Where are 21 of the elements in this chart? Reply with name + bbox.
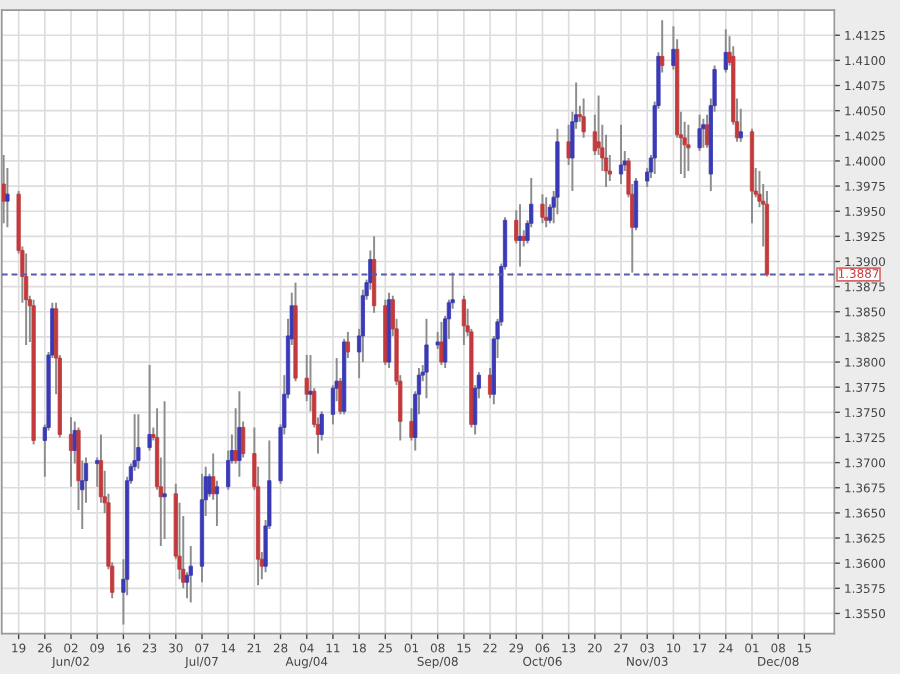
candlestick [461,294,466,346]
candlestick [162,400,167,541]
candlestick [581,97,586,139]
candlestick [439,320,444,367]
candlestick [304,354,309,403]
candlestick [682,120,687,180]
candlestick [618,123,624,186]
candlestick [424,317,429,400]
candlestick [1,153,6,225]
candlestick [603,133,609,189]
candlestick [188,545,193,604]
candlestick [147,364,152,452]
candlestick [697,113,702,152]
candlestick [723,28,728,74]
candlestick [371,235,377,314]
candlestick [544,196,549,229]
candlestick [136,413,141,470]
candlestick [540,193,545,225]
candlestick [686,123,691,172]
candlestick [738,107,743,143]
candlestick [237,390,242,478]
